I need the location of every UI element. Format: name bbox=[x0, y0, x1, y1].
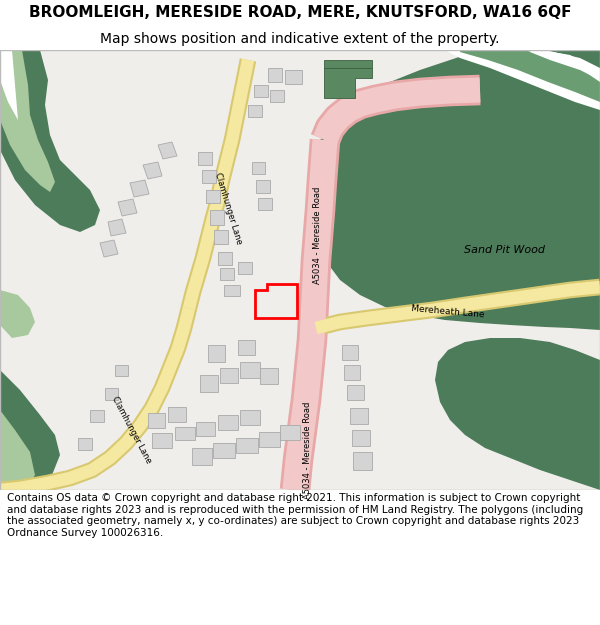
Text: Mereheath Lane: Mereheath Lane bbox=[411, 304, 485, 319]
Polygon shape bbox=[308, 50, 600, 330]
Polygon shape bbox=[352, 430, 370, 446]
Polygon shape bbox=[259, 432, 280, 447]
Polygon shape bbox=[90, 410, 104, 422]
Polygon shape bbox=[240, 410, 260, 425]
Polygon shape bbox=[258, 198, 272, 210]
Polygon shape bbox=[445, 50, 600, 110]
Polygon shape bbox=[224, 285, 240, 296]
Polygon shape bbox=[220, 368, 238, 383]
Polygon shape bbox=[202, 170, 216, 183]
Text: Sand Pit Wood: Sand Pit Wood bbox=[464, 245, 545, 255]
Text: A5034 - Mereside Road: A5034 - Mereside Road bbox=[314, 186, 323, 284]
Polygon shape bbox=[236, 438, 258, 453]
Polygon shape bbox=[208, 345, 225, 362]
Polygon shape bbox=[118, 199, 137, 216]
Polygon shape bbox=[347, 385, 364, 400]
Polygon shape bbox=[158, 142, 177, 159]
Polygon shape bbox=[192, 448, 212, 465]
Polygon shape bbox=[214, 230, 228, 244]
Polygon shape bbox=[435, 338, 600, 490]
Polygon shape bbox=[148, 413, 165, 428]
Polygon shape bbox=[238, 262, 252, 274]
Polygon shape bbox=[198, 152, 212, 165]
Polygon shape bbox=[0, 290, 35, 338]
Polygon shape bbox=[248, 105, 262, 117]
Polygon shape bbox=[460, 50, 600, 102]
Polygon shape bbox=[0, 50, 100, 232]
Polygon shape bbox=[285, 70, 302, 84]
Polygon shape bbox=[256, 180, 270, 193]
Polygon shape bbox=[324, 68, 372, 98]
Polygon shape bbox=[238, 340, 255, 355]
Polygon shape bbox=[175, 427, 195, 440]
Polygon shape bbox=[168, 407, 186, 422]
Polygon shape bbox=[280, 425, 300, 440]
Polygon shape bbox=[260, 368, 278, 384]
Polygon shape bbox=[353, 452, 372, 470]
Polygon shape bbox=[344, 365, 360, 380]
Polygon shape bbox=[240, 362, 260, 378]
Polygon shape bbox=[210, 210, 224, 225]
Polygon shape bbox=[196, 422, 215, 436]
Text: Clamhunger Lane: Clamhunger Lane bbox=[213, 171, 243, 245]
Polygon shape bbox=[0, 50, 55, 192]
Polygon shape bbox=[252, 162, 265, 174]
Polygon shape bbox=[268, 68, 282, 82]
Polygon shape bbox=[342, 345, 358, 360]
Polygon shape bbox=[78, 438, 92, 450]
Polygon shape bbox=[0, 410, 35, 490]
Polygon shape bbox=[0, 50, 18, 120]
Polygon shape bbox=[0, 370, 60, 490]
Text: Contains OS data © Crown copyright and database right 2021. This information is : Contains OS data © Crown copyright and d… bbox=[7, 493, 583, 538]
Polygon shape bbox=[350, 408, 368, 424]
Text: Clamhunger Lane: Clamhunger Lane bbox=[110, 395, 154, 465]
Polygon shape bbox=[100, 240, 118, 257]
Polygon shape bbox=[108, 219, 126, 236]
Polygon shape bbox=[105, 388, 118, 400]
Polygon shape bbox=[152, 433, 172, 448]
Polygon shape bbox=[530, 50, 600, 80]
Text: A5034 - Mereside Road: A5034 - Mereside Road bbox=[304, 401, 313, 499]
Polygon shape bbox=[130, 180, 149, 197]
Polygon shape bbox=[206, 190, 220, 203]
Polygon shape bbox=[115, 365, 128, 376]
Text: BROOMLEIGH, MERESIDE ROAD, MERE, KNUTSFORD, WA16 6QF: BROOMLEIGH, MERESIDE ROAD, MERE, KNUTSFO… bbox=[29, 5, 571, 20]
Text: Map shows position and indicative extent of the property.: Map shows position and indicative extent… bbox=[100, 32, 500, 46]
Polygon shape bbox=[218, 415, 238, 430]
Polygon shape bbox=[213, 443, 235, 458]
Polygon shape bbox=[254, 85, 268, 97]
Polygon shape bbox=[200, 375, 218, 392]
Polygon shape bbox=[220, 268, 234, 280]
Polygon shape bbox=[143, 162, 162, 179]
Polygon shape bbox=[324, 60, 372, 68]
Polygon shape bbox=[218, 252, 232, 265]
Polygon shape bbox=[270, 90, 284, 102]
